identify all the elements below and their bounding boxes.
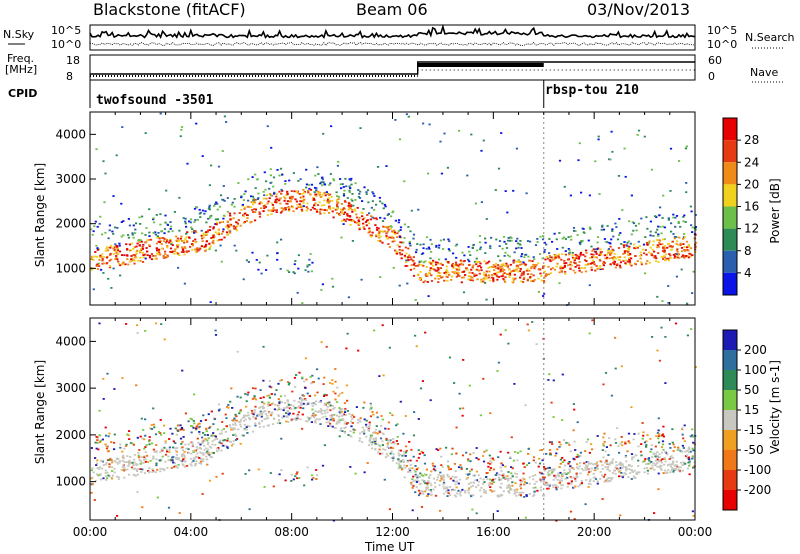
power-colorbar-swatch <box>723 250 737 273</box>
velocity-colorbar-frame <box>722 329 738 511</box>
power-ytick-label: 2000 <box>55 217 86 231</box>
freq-trace <box>90 61 695 75</box>
cpid-label: CPID <box>8 87 38 100</box>
velocity-colorbar-tick-label: -200 <box>744 483 771 497</box>
power-plot-background <box>90 112 695 305</box>
velocity-ytick-label: 1000 <box>55 475 86 489</box>
velocity-ytick-label: 4000 <box>55 334 86 348</box>
power-colorbar-swatch <box>723 272 737 295</box>
nave-tick-low: 0 <box>708 70 715 83</box>
power-colorbar-tick-label: 4 <box>744 266 752 280</box>
nsky-label: N.Sky <box>3 28 35 41</box>
cpid-segment-2: rbsp-tou 210 <box>545 83 639 98</box>
velocity-colorbar-swatch <box>723 410 737 430</box>
velocity-colorbar-tick-label: 15 <box>744 403 759 417</box>
freq-tick-low: 8 <box>66 70 73 83</box>
power-ytick-label: 4000 <box>55 127 86 141</box>
nave-label: Nave <box>750 66 779 79</box>
xtick-label: 00:00 <box>678 525 713 539</box>
date-title: 03/Nov/2013 <box>587 0 691 19</box>
velocity-colorbar-swatch <box>723 390 737 410</box>
station-title: Blackstone (fitACF) <box>93 0 246 19</box>
xtick-label: 08:00 <box>274 525 309 539</box>
velocity-colorbar-swatch <box>723 350 737 370</box>
xtick-label: 04:00 <box>174 525 209 539</box>
nsearch-label: N.Search <box>745 31 795 44</box>
nave-tick-high: 60 <box>708 54 722 67</box>
velocity-plot-background <box>90 318 695 520</box>
beam-title: Beam 06 <box>356 0 428 19</box>
power-colorbar-tick-label: 20 <box>744 177 759 191</box>
velocity-ytick-label: 3000 <box>55 381 86 395</box>
xtick-label: 20:00 <box>577 525 612 539</box>
power-colorbar-swatch <box>723 162 737 185</box>
power-colorbar-tick-label: 16 <box>744 200 759 214</box>
sky-noise-trace <box>89 23 696 40</box>
power-colorbar-swatch <box>723 228 737 251</box>
freq-panel <box>89 54 696 81</box>
velocity-colorbar-tick-label: -100 <box>744 463 771 477</box>
power-colorbar-swatch <box>723 118 737 141</box>
velocity-ylabel: Slant Range [km] <box>33 359 47 465</box>
power-ytick-label: 1000 <box>55 261 86 275</box>
sky-tick-high: 10^5 <box>51 24 82 37</box>
velocity-colorbar-label: Velocity [m s-1] <box>768 360 782 454</box>
xtick-label: 12:00 <box>375 525 410 539</box>
search-noise-trace <box>89 41 696 47</box>
freq-label: Freq. <box>7 52 35 65</box>
velocity-colorbar-tick-label: 100 <box>744 363 767 377</box>
xaxis-title: Time UT <box>365 540 415 554</box>
power-scatter-cells <box>90 112 698 306</box>
velocity-colorbar-swatch <box>723 490 737 510</box>
velocity-ytick-label: 2000 <box>55 428 86 442</box>
velocity-colorbar-swatch <box>723 430 737 450</box>
sky-panel <box>89 24 696 51</box>
freq-tick-high: 18 <box>66 54 80 67</box>
power-colorbar-label: Power [dB] <box>768 178 782 244</box>
power-colorbar-swatch <box>723 206 737 229</box>
power-colorbar-tick-label: 24 <box>744 155 759 169</box>
cpid-segment-1: twofsound -3501 <box>96 93 214 108</box>
sky-tick-low: 10^0 <box>51 38 82 51</box>
mhz-label: [MHz] <box>5 63 38 76</box>
velocity-colorbar-swatch <box>723 450 737 470</box>
power-colorbar-swatch <box>723 184 737 207</box>
power-colorbar-swatch <box>723 140 737 163</box>
power-colorbar-tick-label: 28 <box>744 133 759 147</box>
power-ytick-label: 3000 <box>55 172 86 186</box>
velocity-colorbar-swatch <box>723 330 737 350</box>
velocity-colorbar-tick-label: 200 <box>744 343 767 357</box>
search-tick-high: 10^5 <box>707 24 738 37</box>
power-colorbar-tick-label: 8 <box>744 244 752 258</box>
xtick-label: 00:00 <box>73 525 108 539</box>
velocity-colorbar-tick-label: 50 <box>744 383 759 397</box>
velocity-colorbar-tick-label: -15 <box>744 423 764 437</box>
velocity-colorbar-swatch <box>723 370 737 390</box>
power-ylabel: Slant Range [km] <box>33 162 47 268</box>
search-tick-low: 10^0 <box>707 38 738 51</box>
xtick-label: 16:00 <box>476 525 511 539</box>
velocity-colorbar-swatch <box>723 470 737 490</box>
power-colorbar-tick-label: 12 <box>744 222 759 236</box>
velocity-colorbar-tick-label: -50 <box>744 443 764 457</box>
